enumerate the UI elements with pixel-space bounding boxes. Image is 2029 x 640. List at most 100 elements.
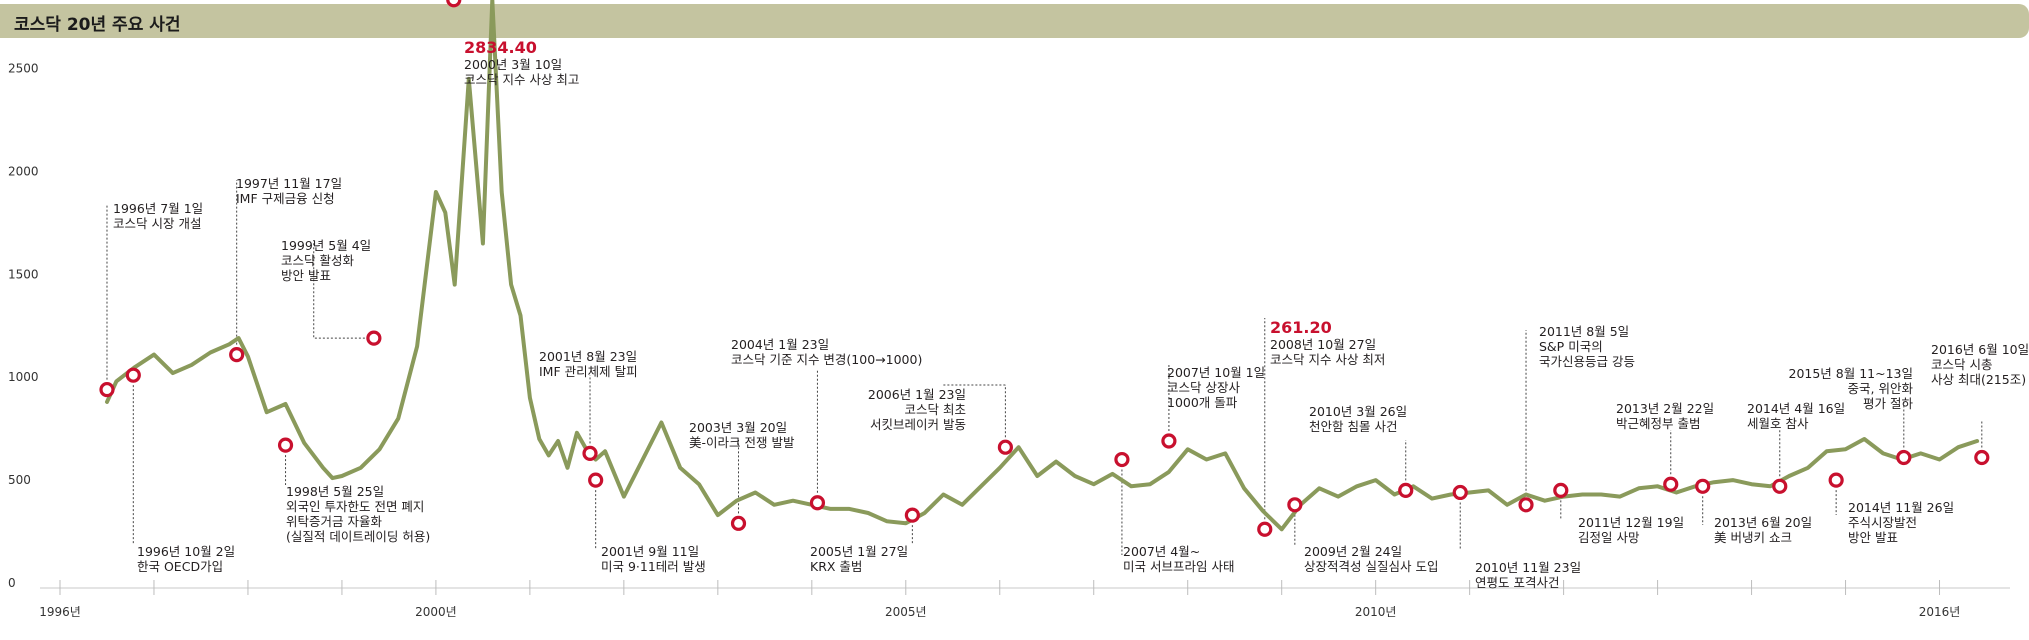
event-annotation-text: 1996년 10월 2일 bbox=[137, 544, 235, 559]
event-annotation-text: 2016년 6월 10일 bbox=[1931, 342, 2029, 357]
x-tick-label: 2000년 bbox=[415, 605, 457, 619]
event-annotation-text: 중국, 위안화 bbox=[1848, 381, 1914, 396]
event-annotation-text: 김정일 사망 bbox=[1578, 530, 1640, 545]
event-marker bbox=[277, 437, 294, 453]
event-marker bbox=[1695, 478, 1711, 494]
event-annotation-text: 1999년 5월 4일 bbox=[281, 238, 371, 253]
event-annotation-text: (실질적 데이트레이딩 허용) bbox=[286, 529, 430, 544]
y-tick-label: 2000 bbox=[8, 164, 39, 178]
event-annotation-text: 2010년 3월 26일 bbox=[1309, 404, 1407, 419]
annotation-leader bbox=[313, 240, 369, 339]
event-annotation-text: 2010년 11월 23일 bbox=[1475, 560, 1581, 575]
event-annotation-text: 방안 발표 bbox=[1848, 530, 1898, 545]
event-annotation-text: 서킷브레이커 발동 bbox=[870, 417, 966, 432]
event-annotation-text: 1000개 돌파 bbox=[1167, 395, 1238, 410]
event-annotation-text: 코스닥 기준 지수 변경(100→1000) bbox=[731, 352, 922, 367]
event-annotation-text: 미국 9·11테러 발생 bbox=[601, 559, 706, 574]
event-marker bbox=[809, 495, 826, 511]
event-annotation-text: 2009년 2월 24일 bbox=[1304, 544, 1402, 559]
event-marker bbox=[99, 381, 115, 398]
event-annotation-text: IMF 관리체제 탈피 bbox=[539, 364, 638, 379]
event-annotation-text: 코스닥 상장사 bbox=[1167, 380, 1240, 395]
event-annotation-text: IMF 구제금융 신청 bbox=[236, 191, 335, 206]
event-annotation-text: 2013년 6월 20일 bbox=[1714, 515, 1812, 530]
event-annotation-text: 코스닥 최초 bbox=[905, 402, 966, 417]
event-annotation-text: 평가 절하 bbox=[1863, 396, 1913, 411]
y-tick-label: 500 bbox=[8, 473, 31, 487]
event-value-highlight: 261.20 bbox=[1270, 318, 1332, 337]
event-marker bbox=[1114, 451, 1130, 468]
series-line bbox=[105, 0, 1980, 532]
event-annotation-text: 미국 서브프라임 사태 bbox=[1123, 559, 1234, 574]
event-marker bbox=[1287, 497, 1303, 513]
event-marker bbox=[1257, 521, 1273, 537]
event-annotation-text: 2001년 8월 23일 bbox=[539, 349, 637, 364]
event-annotation-text: 천안함 침몰 사건 bbox=[1309, 419, 1397, 434]
event-marker bbox=[366, 330, 382, 346]
event-annotation-text: S&P 미국의 bbox=[1539, 339, 1603, 354]
y-tick-label: 0 bbox=[8, 576, 16, 590]
event-annotation-text: 연평도 포격사건 bbox=[1475, 575, 1559, 590]
event-annotation-text: 국가신용등급 강등 bbox=[1539, 354, 1635, 369]
event-annotation-text: 2013년 2월 22일 bbox=[1616, 401, 1714, 416]
x-tick-label: 2005년 bbox=[885, 605, 927, 619]
event-annotation-text: 2001년 9월 11일 bbox=[601, 544, 699, 559]
x-tick-label: 1996년 bbox=[39, 605, 81, 619]
event-annotation-text: 코스닥 시장 개설 bbox=[113, 216, 201, 231]
y-tick-label: 2500 bbox=[8, 62, 39, 76]
event-marker bbox=[1772, 478, 1788, 494]
event-annotation-text: 2007년 10월 1일 bbox=[1167, 365, 1265, 380]
event-annotation-text: 세월호 참사 bbox=[1747, 416, 1809, 431]
event-annotation-text: KRX 출범 bbox=[810, 559, 862, 574]
event-marker bbox=[1161, 433, 1177, 449]
event-marker bbox=[446, 0, 462, 8]
event-annotation-text: 2004년 1월 23일 bbox=[731, 337, 829, 352]
event-annotation-text: 2008년 10월 27일 bbox=[1270, 337, 1376, 352]
event-annotation-text: 코스닥 활성화 bbox=[281, 253, 354, 268]
event-marker bbox=[125, 367, 141, 383]
event-annotation-text: 美-이라크 전쟁 발발 bbox=[689, 435, 795, 450]
event-annotation-text: 코스닥 시총 bbox=[1931, 357, 1992, 372]
event-annotation-text: 2000년 3월 10일 bbox=[464, 57, 562, 72]
event-annotation-text: 박근혜정부 출범 bbox=[1616, 416, 1700, 431]
y-tick-label: 1000 bbox=[8, 370, 39, 384]
event-marker bbox=[904, 507, 920, 523]
y-tick-label: 1500 bbox=[8, 267, 39, 281]
event-marker bbox=[730, 515, 747, 531]
event-annotation-text: 2014년 11월 26일 bbox=[1848, 500, 1954, 515]
event-annotation-text: 코스닥 지수 사상 최고 bbox=[464, 72, 579, 87]
event-annotation-text: 1996년 7월 1일 bbox=[113, 201, 203, 216]
event-annotation-text: 코스닥 지수 사상 최저 bbox=[1270, 352, 1385, 367]
event-annotation: 2007년 4월~미국 서브프라임 사태 bbox=[1123, 544, 1234, 574]
event-annotation-text: 주식시장발전 bbox=[1848, 515, 1917, 530]
event-annotation-text: 외국인 투자한도 전면 폐지 bbox=[286, 499, 424, 514]
event-marker bbox=[1518, 497, 1534, 513]
event-annotation-text: 위탁증거금 자율화 bbox=[286, 514, 382, 529]
event-marker bbox=[229, 346, 245, 363]
event-marker bbox=[997, 439, 1013, 455]
event-annotation-text: 2011년 8월 5일 bbox=[1539, 324, 1629, 339]
event-annotation-text: 2014년 4월 16일 bbox=[1747, 401, 1845, 416]
event-marker bbox=[1896, 449, 1912, 466]
event-marker bbox=[1663, 476, 1679, 492]
event-marker bbox=[582, 445, 598, 461]
event-annotation-text: 2003년 3월 20일 bbox=[689, 420, 787, 435]
